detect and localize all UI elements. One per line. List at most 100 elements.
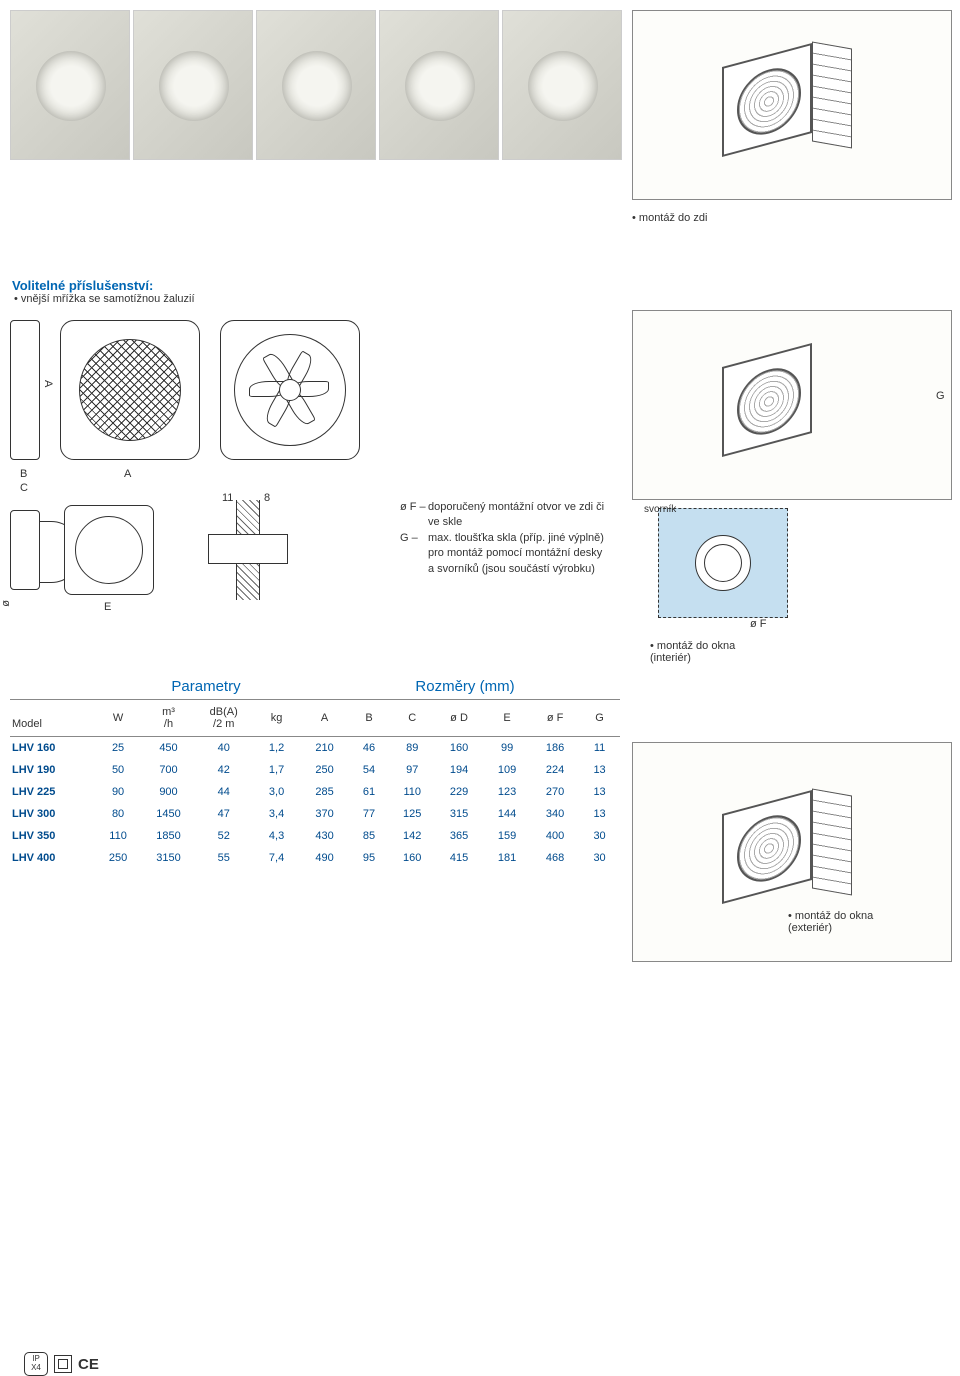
- tech-drawings-row2: ø D E 11 8: [10, 500, 318, 600]
- dim-B: B: [20, 468, 27, 480]
- value-cell: 1,7: [253, 759, 301, 781]
- dim-oF: ø F: [750, 618, 767, 630]
- value-cell: 47: [195, 803, 253, 825]
- illustration-window-mount: [632, 310, 952, 500]
- value-cell: 159: [483, 825, 531, 847]
- fan-front-view: [220, 320, 360, 460]
- value-cell: 52: [195, 825, 253, 847]
- caption-wall-mount: • montáž do zdi: [632, 212, 707, 224]
- value-cell: 1450: [142, 803, 195, 825]
- legend-f-text: doporučený montážní otvor ve zdi či ve s…: [428, 500, 610, 531]
- product-photo: [133, 10, 253, 160]
- model-cell: LHV 350: [10, 825, 94, 847]
- value-cell: 186: [531, 737, 579, 760]
- value-cell: 55: [195, 847, 253, 869]
- value-cell: 54: [349, 759, 390, 781]
- wall-section-diagram: 11 8: [178, 500, 318, 600]
- value-cell: 80: [94, 803, 142, 825]
- table-row: LHV 300801450473,43707712531514434013: [10, 803, 620, 825]
- col-header: C: [389, 700, 435, 737]
- illustration-wall-mount: [632, 10, 952, 200]
- tube-front-view: [64, 505, 154, 595]
- value-cell: 144: [483, 803, 531, 825]
- spec-table: IP X4 CE Parametry Rozměry (mm) ModelWm³…: [10, 674, 620, 869]
- product-photo: [10, 10, 130, 160]
- value-cell: 4,3: [253, 825, 301, 847]
- value-cell: 250: [94, 847, 142, 869]
- value-cell: 61: [349, 781, 390, 803]
- value-cell: 40: [195, 737, 253, 760]
- dim-A: A: [124, 468, 131, 480]
- value-cell: 490: [301, 847, 349, 869]
- value-cell: 7,4: [253, 847, 301, 869]
- grille-side-view: [10, 320, 40, 460]
- value-cell: 3150: [142, 847, 195, 869]
- value-cell: 46: [349, 737, 390, 760]
- value-cell: 110: [94, 825, 142, 847]
- product-photo: [379, 10, 499, 160]
- col-header: Model: [10, 700, 94, 737]
- model-cell: LHV 300: [10, 803, 94, 825]
- model-cell: LHV 225: [10, 781, 94, 803]
- ip-badge: IP X4: [24, 1352, 48, 1376]
- col-header: W: [94, 700, 142, 737]
- accessory-bullet: • vnější mřížka se samotížnou žaluzií: [14, 293, 195, 305]
- dim-A-vert: A: [42, 380, 54, 387]
- value-cell: 95: [349, 847, 390, 869]
- caption-window-int: • montáž do okna (interiér): [650, 640, 735, 664]
- product-photo-row: [10, 10, 622, 160]
- value-cell: 142: [389, 825, 435, 847]
- legend-g-text: max. tloušťka skla (příp. jiné výplně) p…: [428, 531, 610, 577]
- value-cell: 285: [301, 781, 349, 803]
- col-header: G: [579, 700, 620, 737]
- section-title: Volitelné příslušenství:: [12, 278, 195, 293]
- value-cell: 42: [195, 759, 253, 781]
- col-header: A: [301, 700, 349, 737]
- value-cell: 415: [435, 847, 483, 869]
- value-cell: 181: [483, 847, 531, 869]
- value-cell: 160: [389, 847, 435, 869]
- value-cell: 340: [531, 803, 579, 825]
- value-cell: 85: [349, 825, 390, 847]
- value-cell: 50: [94, 759, 142, 781]
- value-cell: 270: [531, 781, 579, 803]
- value-cell: 450: [142, 737, 195, 760]
- value-cell: 370: [301, 803, 349, 825]
- value-cell: 900: [142, 781, 195, 803]
- table-row: LHV 16025450401,221046891609918611: [10, 737, 620, 760]
- dim-11: 11: [222, 492, 233, 504]
- col-header: m³ /h: [142, 700, 195, 737]
- value-cell: 160: [435, 737, 483, 760]
- value-cell: 3,0: [253, 781, 301, 803]
- col-header: B: [349, 700, 390, 737]
- product-photo: [502, 10, 622, 160]
- dim-E: E: [104, 601, 111, 613]
- value-cell: 315: [435, 803, 483, 825]
- ce-mark: CE: [78, 1356, 99, 1373]
- caption-window-ext: • montáž do okna (exteriér): [788, 910, 873, 934]
- value-cell: 99: [483, 737, 531, 760]
- model-cell: LHV 190: [10, 759, 94, 781]
- legend-g-key: G –: [400, 531, 428, 577]
- value-cell: 700: [142, 759, 195, 781]
- model-cell: LHV 160: [10, 737, 94, 760]
- class2-badge: [54, 1355, 72, 1373]
- value-cell: 77: [349, 803, 390, 825]
- value-cell: 210: [301, 737, 349, 760]
- value-cell: 250: [301, 759, 349, 781]
- value-cell: 468: [531, 847, 579, 869]
- value-cell: 3,4: [253, 803, 301, 825]
- value-cell: 110: [389, 781, 435, 803]
- tube-side-view: [10, 510, 40, 590]
- table-row: LHV 22590900443,02856111022912327013: [10, 781, 620, 803]
- legend-f-key: ø F –: [400, 500, 428, 531]
- value-cell: 365: [435, 825, 483, 847]
- value-cell: 123: [483, 781, 531, 803]
- model-cell: LHV 400: [10, 847, 94, 869]
- col-header: kg: [253, 700, 301, 737]
- value-cell: 30: [579, 847, 620, 869]
- value-cell: 1,2: [253, 737, 301, 760]
- value-cell: 224: [531, 759, 579, 781]
- value-cell: 89: [389, 737, 435, 760]
- value-cell: 30: [579, 825, 620, 847]
